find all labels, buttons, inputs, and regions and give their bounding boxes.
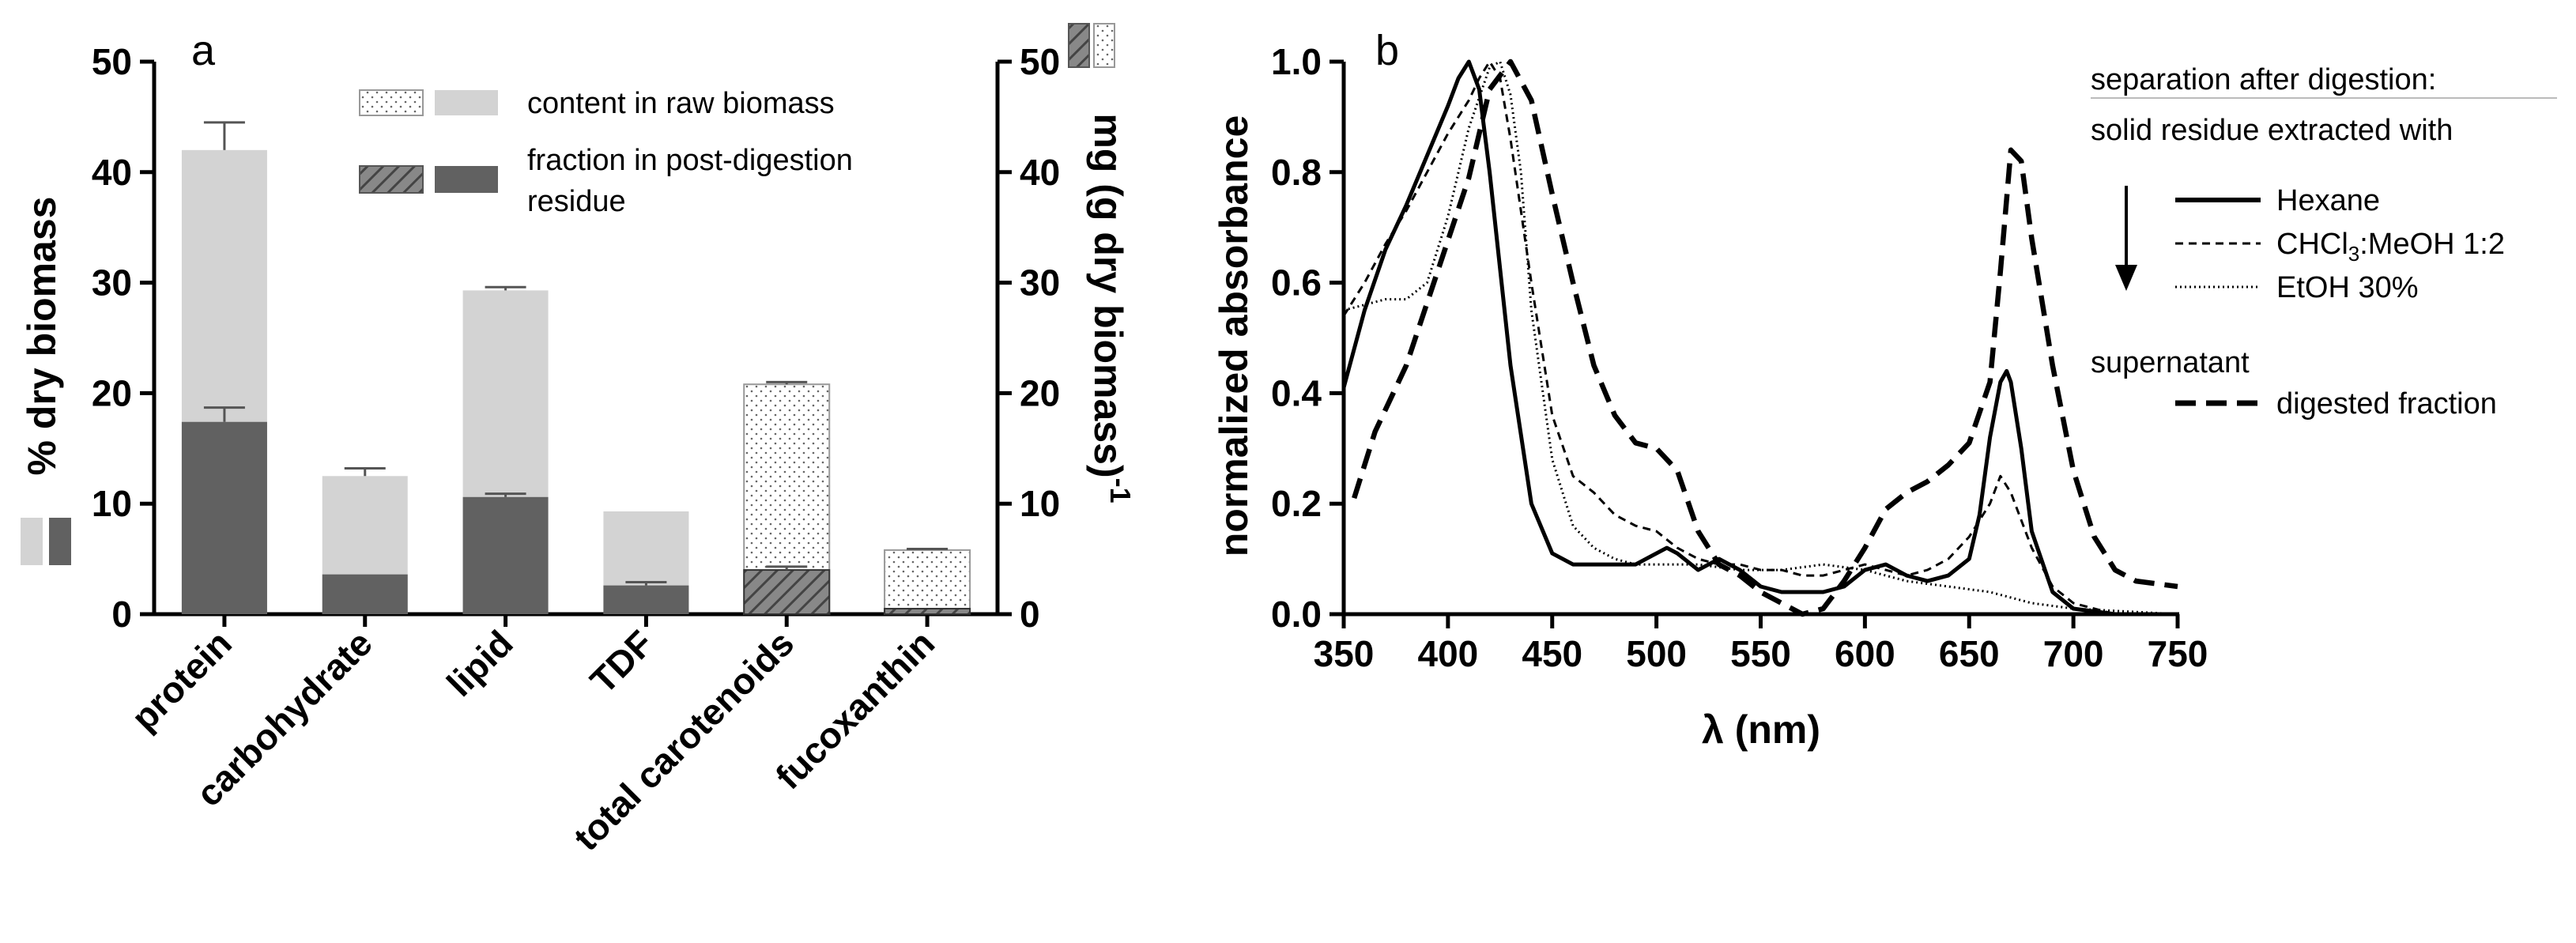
panel-b-y-tick-label: 0.6 bbox=[1271, 262, 1322, 304]
panel-a-left-tick-label: 0 bbox=[111, 594, 132, 635]
legend-label-residue-line2: residue bbox=[527, 185, 626, 218]
category-label-TDF: TDF bbox=[582, 622, 661, 701]
legend-label-chcl3-prefix: CHCl bbox=[2276, 228, 2348, 261]
series-line-digested-fraction bbox=[1352, 58, 2178, 617]
panel-b-x-tick-label: 450 bbox=[1522, 633, 1582, 674]
panel-a-label: a bbox=[191, 27, 216, 74]
legend-label-chcl3-suffix: :MeOH 1:2 bbox=[2359, 228, 2505, 261]
panel-a-x-ticks bbox=[222, 614, 930, 627]
panel-a-axis-swatch-raw bbox=[21, 518, 43, 565]
legend-label-residue-line1: fraction in post-digestion bbox=[527, 144, 853, 177]
panel-b-y-tick-label: 0.0 bbox=[1271, 594, 1322, 635]
panel-b-x-tick-label: 400 bbox=[1418, 633, 1479, 674]
series-line-chcl3-meoh-1-2 bbox=[1342, 60, 2178, 616]
bar-residue-carbohydrate bbox=[322, 574, 408, 614]
legend-label-chcl3: CHCl3:MeOH 1:2 bbox=[2276, 228, 2505, 266]
series-line-etoh-30- bbox=[1343, 60, 2178, 616]
panel-b-lines bbox=[1341, 58, 2178, 617]
panel-a-right-tick-label: 0 bbox=[1020, 594, 1040, 635]
panel-a-left-tick-label: 50 bbox=[92, 41, 132, 82]
panel-b-y-axis-title: normalized absorbance bbox=[1212, 115, 1256, 557]
panel-a-right-ticks: 0 10 20 30 40 50 bbox=[998, 41, 1060, 635]
category-label-protein: protein bbox=[123, 622, 239, 738]
panel-a-left-tick-label: 20 bbox=[92, 372, 132, 413]
panel-a-right-axis-title: mg (g dry biomass)-1 bbox=[1086, 113, 1137, 503]
panel-b-x-ticks: 350 400 450 500 550 600 650 700 750 bbox=[1314, 614, 2208, 674]
bar-residue-total-carotenoids bbox=[743, 569, 831, 616]
category-label-lipid: lipid bbox=[439, 622, 521, 704]
legend-label-etoh: EtOH 30% bbox=[2276, 271, 2419, 304]
panel-b-x-tick-label: 350 bbox=[1314, 633, 1375, 674]
panel-b-y-tick-label: 1.0 bbox=[1271, 41, 1322, 82]
panel-b-x-axis-title: λ (nm) bbox=[1702, 707, 1820, 752]
panel-a-right-tick-label: 30 bbox=[1020, 262, 1060, 304]
bar-residue-TDF bbox=[603, 585, 689, 614]
panel-b-y-ticks: 0.0 0.2 0.4 0.6 0.8 1.0 bbox=[1271, 41, 1344, 635]
bar-residue-protein bbox=[181, 421, 267, 614]
panel-a-left-ticks: 0 10 20 30 40 50 bbox=[92, 41, 154, 635]
panel-b-y-tick-label: 0.2 bbox=[1271, 483, 1322, 524]
panel-a-right-axis-title-main: mg (g dry biomass) bbox=[1086, 113, 1130, 477]
legend-heading-line2: solid residue extracted with bbox=[2091, 114, 2453, 147]
panel-a-left-tick-label: 30 bbox=[92, 262, 132, 304]
panel-a-right-tick-label: 10 bbox=[1020, 483, 1060, 524]
panel-b-x-tick-label: 700 bbox=[2043, 633, 2104, 674]
legend-swatch-residue-solid bbox=[435, 166, 498, 193]
panel-b-x-tick-label: 600 bbox=[1835, 633, 1895, 674]
panel-a-right-tick-label: 20 bbox=[1020, 372, 1060, 413]
legend-heading-line1: separation after digestion: bbox=[2091, 63, 2436, 96]
panel-b-y-tick-label: 0.8 bbox=[1271, 152, 1322, 193]
panel-b-x-tick-label: 650 bbox=[1939, 633, 2000, 674]
legend-label-digested: digested fraction bbox=[2276, 387, 2497, 421]
legend-swatch-residue-hatched bbox=[359, 165, 424, 194]
bar-residue-lipid bbox=[462, 496, 549, 614]
panel-a-right-tick-label: 50 bbox=[1020, 41, 1060, 82]
panel-a-legend: content in raw biomass fraction in post-… bbox=[359, 87, 853, 218]
panel-b: b 0.0 0.2 0.4 0.6 0.8 1.0 350 400 450 500 550 600 6… bbox=[1212, 27, 2557, 752]
panel-a-left-tick-label: 10 bbox=[92, 483, 132, 524]
panel-a-bars bbox=[181, 121, 971, 616]
panel-a-right-tick-label: 40 bbox=[1020, 152, 1060, 193]
panel-b-x-tick-label: 750 bbox=[2148, 633, 2208, 674]
legend-swatch-raw-solid bbox=[435, 90, 498, 115]
panel-a-left-axis-title: % dry biomass bbox=[20, 197, 64, 476]
panel-b-label: b bbox=[1375, 27, 1399, 74]
legend-swatch-raw-dotted bbox=[359, 89, 424, 116]
series-line-hexane bbox=[1341, 59, 2178, 617]
legend-label-raw: content in raw biomass bbox=[527, 87, 835, 120]
legend-label-hexane: Hexane bbox=[2276, 184, 2380, 217]
panel-b-x-tick-label: 500 bbox=[1626, 633, 1687, 674]
panel-a-right-swatch-raw bbox=[1093, 23, 1115, 68]
panel-a-right-swatch-residue bbox=[1068, 23, 1090, 68]
panel-b-legend: separation after digestion: solid residu… bbox=[2091, 63, 2557, 421]
panel-a-axis-swatch-residue bbox=[49, 518, 71, 565]
panel-b-y-tick-label: 0.4 bbox=[1271, 372, 1322, 413]
bar-residue-fucoxanthin bbox=[884, 608, 971, 616]
bar-raw-fucoxanthin bbox=[884, 549, 971, 616]
panel-a-left-tick-label: 40 bbox=[92, 152, 132, 193]
legend-arrow-head bbox=[2115, 265, 2137, 291]
panel-b-x-tick-label: 550 bbox=[1730, 633, 1791, 674]
legend-label-chcl3-subscript: 3 bbox=[2348, 242, 2359, 266]
panel-a-right-axis-title-sup: -1 bbox=[1104, 478, 1137, 504]
legend-supernatant-heading: supernatant bbox=[2091, 346, 2250, 379]
